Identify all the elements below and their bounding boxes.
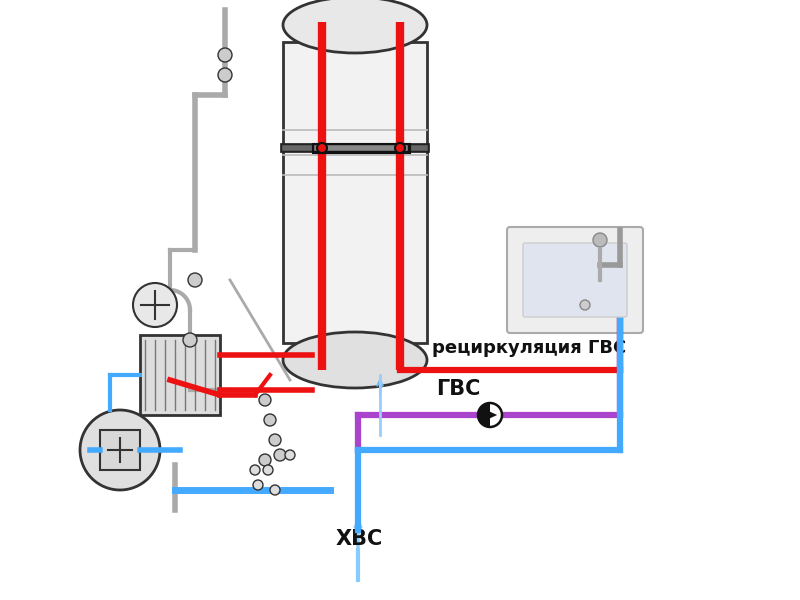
Circle shape [270, 485, 280, 495]
Circle shape [263, 465, 273, 475]
Circle shape [218, 48, 232, 62]
Circle shape [253, 480, 263, 490]
Circle shape [250, 465, 260, 475]
FancyBboxPatch shape [140, 335, 220, 415]
Text: ГВС: ГВС [436, 379, 480, 399]
Circle shape [264, 414, 276, 426]
Circle shape [269, 434, 281, 446]
Polygon shape [484, 409, 498, 421]
Circle shape [259, 454, 271, 466]
Ellipse shape [283, 0, 427, 53]
Circle shape [395, 143, 405, 153]
FancyBboxPatch shape [523, 243, 627, 317]
FancyBboxPatch shape [100, 430, 140, 470]
Circle shape [183, 333, 197, 347]
Ellipse shape [283, 332, 427, 388]
Wedge shape [478, 403, 490, 427]
Circle shape [218, 68, 232, 82]
FancyBboxPatch shape [507, 227, 643, 333]
Circle shape [188, 273, 202, 287]
Circle shape [133, 283, 177, 327]
Circle shape [285, 450, 295, 460]
FancyBboxPatch shape [283, 42, 427, 343]
Circle shape [317, 143, 327, 153]
Circle shape [593, 233, 607, 247]
Circle shape [580, 300, 590, 310]
Text: рециркуляция ГВС: рециркуляция ГВС [432, 339, 626, 357]
Circle shape [478, 403, 502, 427]
Circle shape [80, 410, 160, 490]
Circle shape [259, 394, 271, 406]
Text: ХВС: ХВС [336, 529, 383, 549]
Circle shape [274, 449, 286, 461]
